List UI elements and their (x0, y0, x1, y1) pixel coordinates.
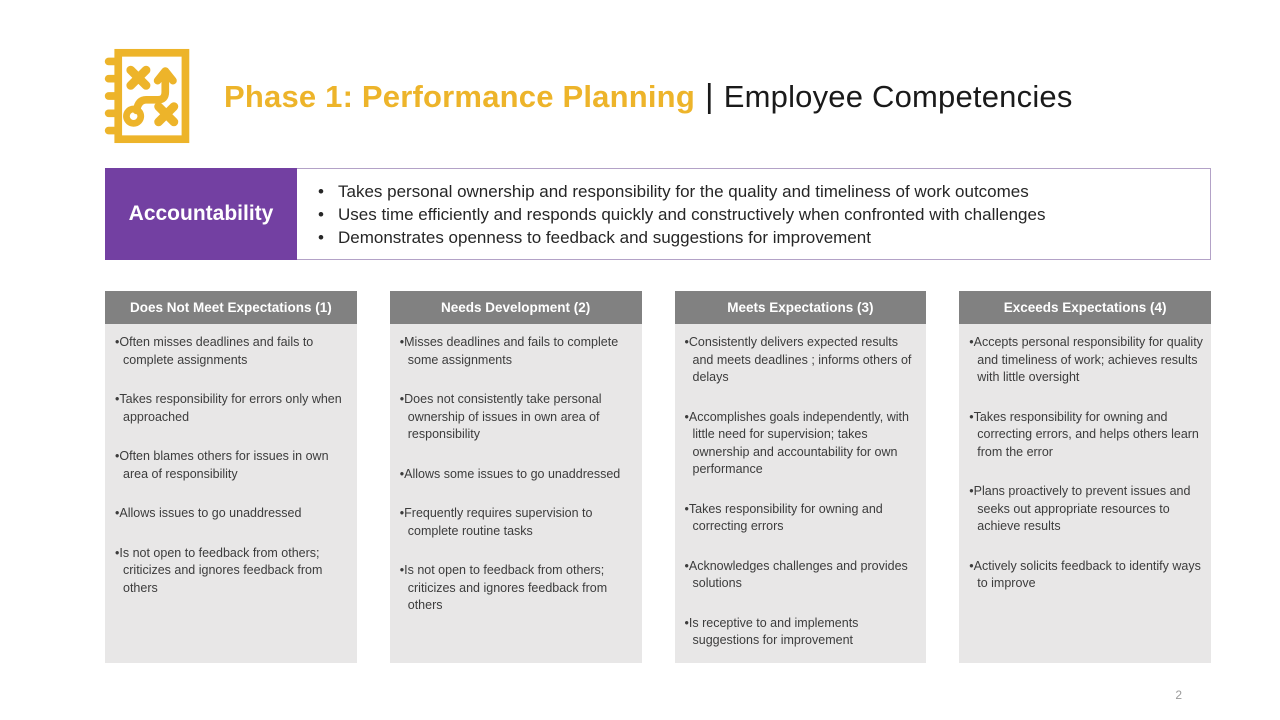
competency-banner: Accountability Takes personal ownership … (105, 168, 1211, 260)
bullet-item: Acknowledges challenges and provides sol… (685, 558, 919, 593)
rating-column-1-items: Often misses deadlines and fails to comp… (105, 324, 357, 663)
bullet-item: Consistently delivers expected results a… (685, 334, 919, 387)
competency-bullet-list: Takes personal ownership and responsibil… (297, 168, 1211, 260)
title-phase: Phase 1: Performance Planning (224, 79, 695, 114)
bullet-item: Is not open to feedback from others; cri… (400, 562, 634, 615)
bullet-item: Demonstrates openness to feedback and su… (297, 226, 1200, 249)
rating-column-4: Exceeds Expectations (4) Accepts persona… (959, 291, 1211, 663)
rating-column-3: Meets Expectations (3) Consistently deli… (674, 291, 927, 663)
bullet-item: Takes responsibility for errors only whe… (115, 391, 349, 426)
rating-column-3-items: Consistently delivers expected results a… (674, 324, 927, 663)
rating-column-4-header: Exceeds Expectations (4) (959, 291, 1211, 324)
strategy-playbook-icon (100, 46, 196, 146)
rating-column-1-header: Does Not Meet Expectations (1) (105, 291, 357, 324)
title-subtitle: Employee Competencies (723, 79, 1073, 114)
bullet-item: Takes responsibility for owning and corr… (685, 501, 919, 536)
bullet-item: Misses deadlines and fails to complete s… (400, 334, 634, 369)
bullet-item: Allows some issues to go unaddressed (400, 466, 634, 484)
bullet-item: Takes responsibility for owning and corr… (969, 409, 1203, 462)
bullet-item: Takes personal ownership and responsibil… (297, 180, 1200, 203)
bullet-item: Is not open to feedback from others; cri… (115, 545, 349, 598)
title-separator: | (704, 77, 714, 114)
slide-header: Phase 1: Performance Planning | Employee… (100, 46, 1073, 146)
rating-columns: Does Not Meet Expectations (1) Often mis… (105, 291, 1211, 663)
rating-column-2-header: Needs Development (2) (389, 291, 642, 324)
bullet-item: Frequently requires supervision to compl… (400, 505, 634, 540)
rating-column-3-header: Meets Expectations (3) (674, 291, 927, 324)
bullet-item: Plans proactively to prevent issues and … (969, 483, 1203, 536)
page-title: Phase 1: Performance Planning | Employee… (224, 77, 1073, 115)
competency-name: Accountability (105, 168, 297, 260)
rating-column-4-items: Accepts personal responsibility for qual… (959, 324, 1211, 663)
bullet-item: Often misses deadlines and fails to comp… (115, 334, 349, 369)
page-number: 2 (1175, 688, 1182, 702)
bullet-item: Often blames others for issues in own ar… (115, 448, 349, 483)
bullet-item: Actively solicits feedback to identify w… (969, 558, 1203, 593)
bullet-item: Uses time efficiently and responds quick… (297, 203, 1200, 226)
bullet-item: Does not consistently take personal owne… (400, 391, 634, 444)
bullet-item: Allows issues to go unaddressed (115, 505, 349, 523)
bullet-item: Accomplishes goals independently, with l… (685, 409, 919, 479)
rating-column-2: Needs Development (2) Misses deadlines a… (389, 291, 642, 663)
rating-column-1: Does Not Meet Expectations (1) Often mis… (105, 291, 357, 663)
rating-column-2-items: Misses deadlines and fails to complete s… (389, 324, 642, 663)
bullet-item: Accepts personal responsibility for qual… (969, 334, 1203, 387)
bullet-item: Is receptive to and implements suggestio… (685, 615, 919, 650)
